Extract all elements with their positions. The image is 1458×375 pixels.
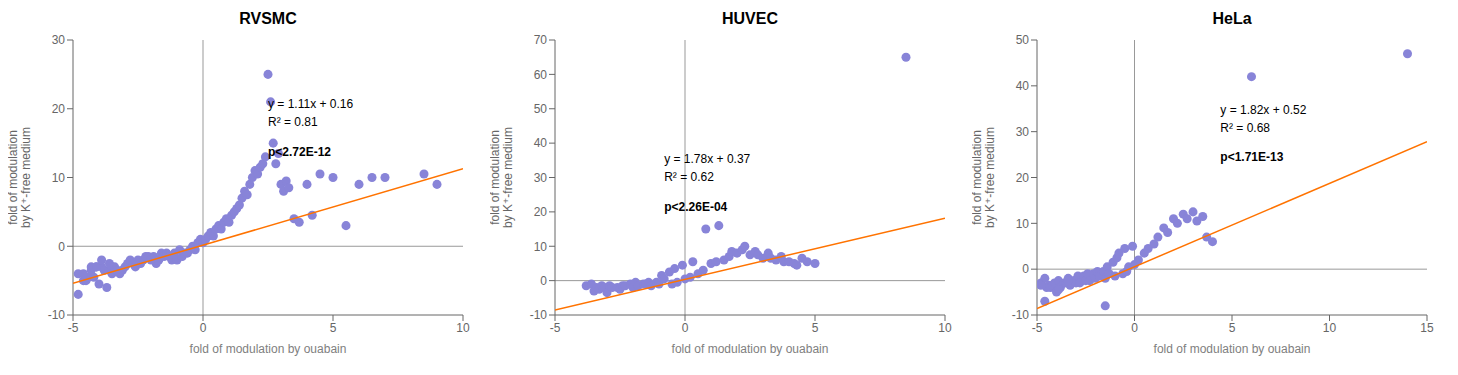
- svg-text:0: 0: [200, 321, 207, 335]
- svg-text:10: 10: [938, 321, 952, 335]
- svg-text:0: 0: [1022, 262, 1029, 276]
- svg-text:fold of modulationby K⁺-free m: fold of modulationby K⁺-free medium: [8, 127, 33, 228]
- svg-text:40: 40: [1016, 79, 1030, 93]
- svg-text:20: 20: [52, 102, 66, 116]
- svg-text:10: 10: [52, 171, 66, 185]
- html-text:y = 1.11x + 0.16: y = 1.11x + 0.16: [268, 97, 354, 111]
- html-text:HUVEC: HUVEC: [722, 10, 778, 27]
- svg-text:fold of modulation by ouabain: fold of modulation by ouabain: [1154, 342, 1311, 356]
- svg-text:fold of modulationby K⁺-free m: fold of modulationby K⁺-free medium: [490, 127, 515, 228]
- svg-text:10: 10: [456, 321, 470, 335]
- svg-text:30: 30: [52, 33, 66, 47]
- svg-text:0: 0: [1131, 321, 1138, 335]
- svg-text:5: 5: [812, 321, 819, 335]
- svg-text:15: 15: [1420, 321, 1434, 335]
- svg-text:-10: -10: [530, 308, 548, 322]
- svg-text:0: 0: [58, 240, 65, 254]
- svg-text:-5: -5: [68, 321, 79, 335]
- svg-text:20: 20: [534, 205, 548, 219]
- svg-text:0: 0: [540, 274, 547, 288]
- svg-text:-10: -10: [1012, 308, 1030, 322]
- svg-text:40: 40: [534, 136, 548, 150]
- html-text:y = 1.82x + 0.52: y = 1.82x + 0.52: [1220, 102, 1307, 117]
- svg-text:0: 0: [682, 321, 689, 335]
- html-text:p<1.71E-13: p<1.71E-13: [1220, 150, 1284, 164]
- html-text:HeLa: HeLa: [1212, 10, 1252, 27]
- html-text:RVSMC: RVSMC: [239, 10, 297, 27]
- html-text:R² = 0.62: R² = 0.62: [664, 170, 714, 184]
- svg-text:50: 50: [534, 102, 548, 116]
- svg-text:50: 50: [1016, 33, 1030, 47]
- svg-text:10: 10: [1323, 321, 1337, 335]
- svg-text:fold of modulation by ouabain: fold of modulation by ouabain: [190, 342, 347, 356]
- svg-text:20: 20: [1016, 171, 1030, 185]
- svg-text:fold of modulation by ouabain: fold of modulation by ouabain: [672, 342, 829, 356]
- html-text:R² = 0.81: R² = 0.81: [268, 115, 318, 129]
- svg-text:70: 70: [534, 33, 548, 47]
- svg-text:-5: -5: [550, 321, 561, 335]
- svg-text:fold of modulationby K⁺-free m: fold of modulationby K⁺-free medium: [972, 127, 997, 228]
- svg-text:-10: -10: [48, 308, 66, 322]
- svg-text:10: 10: [534, 240, 548, 254]
- html-text:y = 1.78x + 0.37: y = 1.78x + 0.37: [664, 152, 751, 166]
- svg-text:10: 10: [1016, 217, 1030, 231]
- svg-text:-5: -5: [1032, 321, 1043, 335]
- html-text:R² = 0.68: R² = 0.68: [1220, 120, 1270, 135]
- svg-text:60: 60: [534, 68, 548, 82]
- svg-text:5: 5: [1229, 321, 1236, 335]
- html-text:p<2.72E-12: p<2.72E-12: [268, 144, 331, 159]
- html-text:p<2.26E-04: p<2.26E-04: [664, 199, 728, 214]
- svg-text:30: 30: [1016, 125, 1030, 139]
- svg-text:30: 30: [534, 171, 548, 185]
- svg-text:5: 5: [330, 321, 337, 335]
